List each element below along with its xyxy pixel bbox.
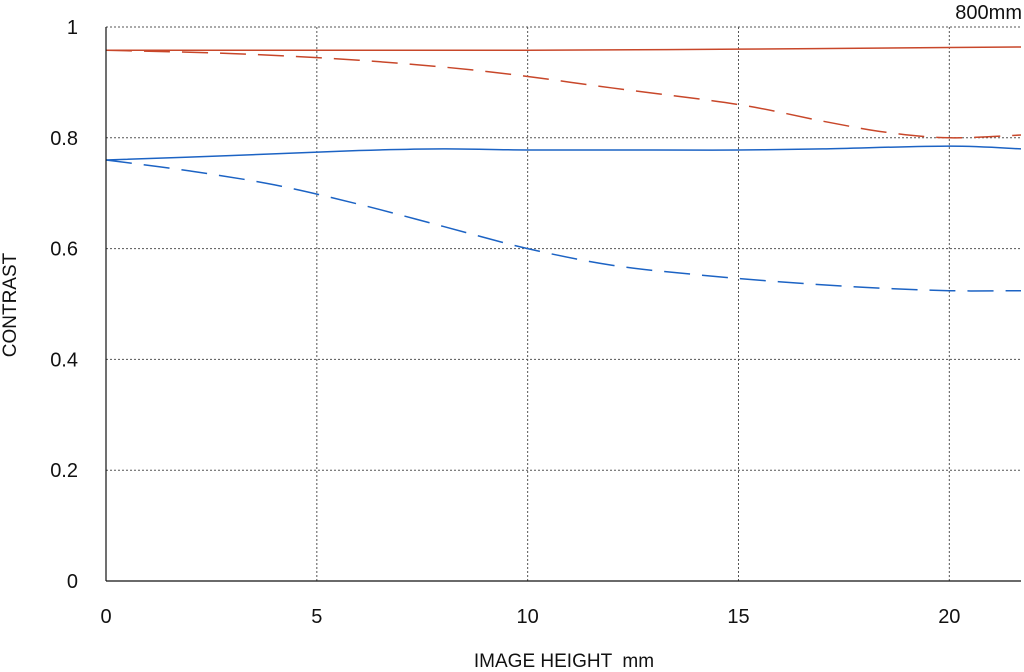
grid-layer [106, 26, 1021, 581]
y-tick-label: 0 [67, 571, 78, 593]
x-tick-label: 20 [938, 606, 960, 628]
y-tick-label: 0.2 [50, 460, 78, 482]
x-tick-label: 15 [727, 606, 749, 628]
x-axis-title: IMAGE HEIGHT mm [474, 651, 654, 672]
y-tick-labels: 0 0.2 0.4 0.6 0.8 1 [50, 17, 78, 593]
y-tick-label: 1 [67, 17, 78, 39]
focal-length-label: 800mm [955, 2, 1022, 24]
axis-layer [105, 27, 1021, 582]
series-line-red-solid [106, 46, 1022, 52]
series-line-red-dashed [105, 49, 1022, 139]
y-axis-title: CONTRAST [0, 252, 21, 357]
x-tick-labels: 0 5 10 15 20 [100, 606, 960, 628]
series-line-blue-solid [105, 145, 1022, 161]
y-tick-label: 0.8 [50, 128, 78, 150]
y-tick-label: 0.4 [50, 349, 78, 371]
x-tick-label: 0 [100, 606, 111, 628]
series-line-blue-dashed [105, 159, 1022, 292]
series-layer [105, 46, 1022, 292]
x-tick-label: 10 [517, 606, 539, 628]
y-tick-label: 0.6 [50, 239, 78, 261]
x-tick-label: 5 [311, 606, 322, 628]
